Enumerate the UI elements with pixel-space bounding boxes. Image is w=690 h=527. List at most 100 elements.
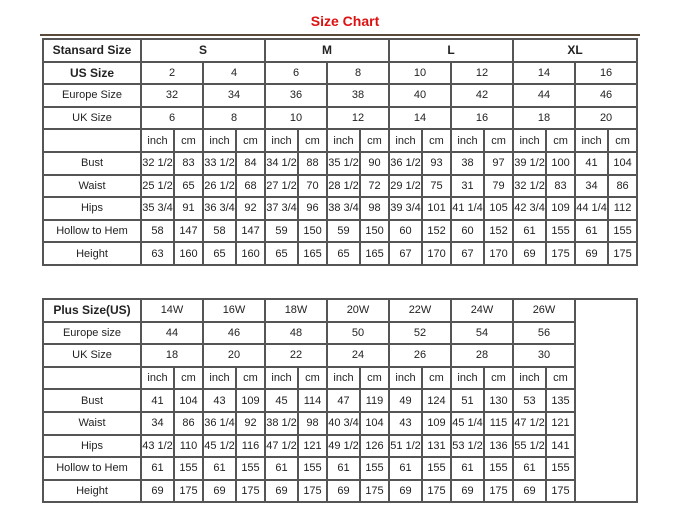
measure-cell: 43 <box>388 410 423 436</box>
measure-cell: 61 <box>450 456 485 481</box>
measure-cell: 45 <box>264 388 299 413</box>
measure-cell: 43 <box>202 388 237 413</box>
measure-cell: 121 <box>545 410 576 436</box>
measure-cell: 155 <box>235 456 266 481</box>
measure-cell: 33 1/2 <box>202 150 237 176</box>
measure-cell: 45 1/2 <box>202 433 237 459</box>
measure-row: Waist 25 1/2 65 26 1/2 68 27 1/2 70 28 1/2 72 29 … <box>42 173 639 199</box>
measure-cell: 36 1/2 <box>388 150 424 176</box>
measure-cell: 65 <box>326 241 362 266</box>
size-cell: 50 <box>326 320 390 346</box>
measure-cell: 41 <box>574 150 610 176</box>
measure-cell: 105 <box>483 196 515 221</box>
measure-cell: 92 <box>234 196 267 221</box>
measure-cell: 175 <box>607 241 639 266</box>
measure-cell: 155 <box>421 456 452 481</box>
size-row: UK Size 18 20 22 24 26 28 30 <box>42 343 637 368</box>
unit-cell: cm <box>545 365 576 391</box>
measure-cell: 101 <box>421 196 453 221</box>
size-cell: 52 <box>388 320 452 346</box>
measure-cell: 175 <box>545 241 577 266</box>
standard-size-table: Stansard Size S M L XL US Size 2 4 6 8 10 12 14 16 Eur… <box>42 38 639 266</box>
row-label: Height <box>42 478 142 504</box>
measure-cell: 170 <box>483 241 515 266</box>
size-cell: 16 <box>450 105 515 131</box>
measure-cell: 53 1/2 <box>450 433 485 459</box>
measure-cell: 32 1/2 <box>140 150 175 176</box>
size-cell: 8 <box>326 60 391 86</box>
measure-cell: 29 1/2 <box>388 173 424 199</box>
size-cell: 40 <box>388 83 453 108</box>
size-cell: 44 <box>140 320 204 346</box>
measure-cell: 152 <box>483 218 515 244</box>
size-cell: 48 <box>264 320 328 346</box>
size-cell: 42 <box>450 83 515 108</box>
measure-cell: 61 <box>264 456 299 481</box>
measure-cell: 40 3/4 <box>326 410 361 436</box>
measure-cell: 45 1/4 <box>450 410 485 436</box>
size-cell: 18 <box>140 343 204 368</box>
measure-cell: 155 <box>297 456 328 481</box>
size-cell: 2 <box>140 60 204 86</box>
size-cell: 12 <box>450 60 515 86</box>
unit-cell: inch <box>450 128 486 153</box>
size-cell: 56 <box>512 320 576 346</box>
measure-cell: 59 <box>264 218 300 244</box>
size-row: Europe Size 32 34 36 38 40 42 44 46 <box>42 83 639 108</box>
measure-cell: 69 <box>388 478 423 504</box>
plus-size-16w: 16W <box>202 298 266 323</box>
measure-cell: 155 <box>173 456 204 481</box>
measure-cell: 175 <box>235 478 266 504</box>
measure-cell: 86 <box>607 173 639 199</box>
measure-row: Hollow to Hem 58 147 58 147 59 150 59 150 60 152 60… <box>42 218 639 244</box>
measure-cell: 37 3/4 <box>264 196 300 221</box>
size-cell: 30 <box>512 343 576 368</box>
measure-cell: 55 1/2 <box>512 433 547 459</box>
measure-cell: 96 <box>297 196 329 221</box>
measure-row: Hollow to Hem 61 155 61 155 61 155 61 155 61 155 61… <box>42 456 637 481</box>
size-cell: 26 <box>388 343 452 368</box>
unit-cell: inch <box>326 128 362 153</box>
measure-cell: 119 <box>359 388 390 413</box>
size-cell: 14 <box>388 105 453 131</box>
unit-cell: cm <box>421 128 453 153</box>
size-cell: 14 <box>512 60 577 86</box>
measure-cell: 72 <box>359 173 391 199</box>
measure-cell: 31 <box>450 173 486 199</box>
measure-cell: 121 <box>297 433 328 459</box>
measure-cell: 116 <box>235 433 266 459</box>
row-label: Hollow to Hem <box>42 456 142 481</box>
measure-row: Bust 41 104 43 109 45 114 47 119 49 124 51 130 53 135 <box>42 388 637 413</box>
row-label: Bust <box>42 388 142 413</box>
measure-cell: 47 1/2 <box>264 433 299 459</box>
empty-label <box>42 365 142 391</box>
row-label: Europe Size <box>42 83 142 108</box>
size-group-m: M <box>264 38 391 63</box>
measure-cell: 47 <box>326 388 361 413</box>
size-cell: 46 <box>202 320 266 346</box>
size-cell: 6 <box>140 105 204 131</box>
size-row: Europe size 44 46 48 50 52 54 56 <box>42 320 637 346</box>
measure-cell: 84 <box>234 150 267 176</box>
unit-cell: cm <box>359 128 391 153</box>
size-cell: 10 <box>388 60 453 86</box>
measure-cell: 97 <box>483 150 515 176</box>
measure-cell: 126 <box>359 433 390 459</box>
size-cell: 4 <box>201 60 267 86</box>
measure-cell: 32 1/2 <box>512 173 548 199</box>
row-label: Waist <box>42 410 142 436</box>
measure-cell: 26 1/2 <box>202 173 237 199</box>
measure-cell: 147 <box>234 218 267 244</box>
measure-cell: 35 1/2 <box>326 150 362 176</box>
empty-label <box>42 128 142 153</box>
size-cell: 20 <box>202 343 266 368</box>
size-cell: 54 <box>450 320 514 346</box>
header-label: Plus Size(US) <box>42 298 142 323</box>
size-row: UK Size 6 8 10 12 14 16 18 20 <box>42 105 639 131</box>
plus-size-24w: 24W <box>450 298 514 323</box>
unit-cell: inch <box>140 365 175 391</box>
unit-cell: inch <box>140 128 175 153</box>
measure-cell: 38 3/4 <box>326 196 362 221</box>
measure-cell: 131 <box>421 433 452 459</box>
size-cell: 24 <box>326 343 390 368</box>
